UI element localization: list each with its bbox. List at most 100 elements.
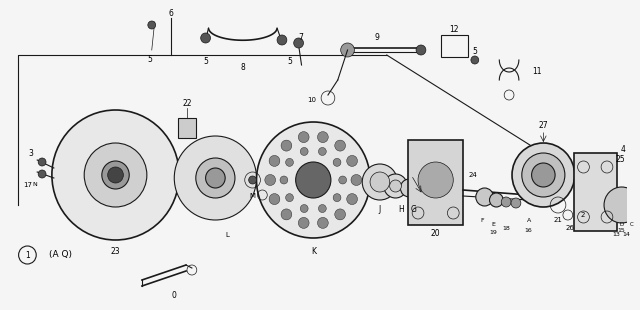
Circle shape <box>257 122 370 238</box>
Text: 1: 1 <box>25 250 30 259</box>
Bar <box>408 140 463 225</box>
Text: 18: 18 <box>502 225 510 231</box>
Circle shape <box>298 217 309 228</box>
Circle shape <box>102 161 129 189</box>
Circle shape <box>384 174 407 198</box>
Circle shape <box>38 170 46 178</box>
Circle shape <box>269 155 280 166</box>
Text: 8: 8 <box>241 64 245 73</box>
Circle shape <box>522 153 565 197</box>
Circle shape <box>317 217 328 228</box>
Circle shape <box>296 162 331 198</box>
Circle shape <box>347 155 358 166</box>
Circle shape <box>340 43 355 57</box>
Circle shape <box>300 205 308 213</box>
Circle shape <box>174 136 257 220</box>
Circle shape <box>277 35 287 45</box>
Text: C: C <box>630 223 634 228</box>
Circle shape <box>84 143 147 207</box>
Text: 19: 19 <box>490 229 497 234</box>
Text: 12: 12 <box>449 25 459 34</box>
Text: 23: 23 <box>111 247 120 256</box>
Circle shape <box>416 45 426 55</box>
Circle shape <box>269 193 280 205</box>
Circle shape <box>362 164 397 200</box>
Circle shape <box>317 132 328 143</box>
Text: (A Q): (A Q) <box>49 250 72 259</box>
Text: H: H <box>399 206 404 215</box>
Text: 25: 25 <box>616 156 625 165</box>
Circle shape <box>205 168 225 188</box>
Circle shape <box>333 158 341 166</box>
Text: 15: 15 <box>618 228 625 232</box>
Text: 9: 9 <box>374 33 380 42</box>
Circle shape <box>148 21 156 29</box>
Circle shape <box>265 175 276 185</box>
Text: 17: 17 <box>23 182 32 188</box>
Circle shape <box>335 209 346 220</box>
Circle shape <box>347 193 358 205</box>
Text: L: L <box>225 232 229 238</box>
Circle shape <box>298 132 309 143</box>
Text: K: K <box>311 247 316 256</box>
Circle shape <box>300 148 308 156</box>
Text: F: F <box>481 218 484 223</box>
Text: 13: 13 <box>613 232 621 237</box>
Text: E: E <box>492 222 495 227</box>
Text: 0: 0 <box>172 290 177 299</box>
Circle shape <box>38 158 46 166</box>
Circle shape <box>351 175 362 185</box>
Text: 6: 6 <box>169 8 174 17</box>
Circle shape <box>52 110 179 240</box>
Text: J: J <box>379 206 381 215</box>
Circle shape <box>339 176 347 184</box>
Circle shape <box>532 163 555 187</box>
Circle shape <box>418 162 453 198</box>
Circle shape <box>285 194 293 202</box>
Text: 5: 5 <box>203 57 208 67</box>
Circle shape <box>512 143 575 207</box>
Circle shape <box>370 172 390 192</box>
Text: 4: 4 <box>620 145 625 154</box>
Text: 5: 5 <box>472 47 477 56</box>
Circle shape <box>294 38 303 48</box>
Circle shape <box>390 180 401 192</box>
Text: 22: 22 <box>182 100 192 108</box>
Circle shape <box>285 158 293 166</box>
Text: G: G <box>410 206 416 215</box>
Circle shape <box>281 209 292 220</box>
Circle shape <box>401 179 418 197</box>
Circle shape <box>319 148 326 156</box>
Circle shape <box>471 56 479 64</box>
Circle shape <box>335 140 346 151</box>
Bar <box>573 153 617 231</box>
Text: A: A <box>527 218 531 223</box>
Circle shape <box>108 167 124 183</box>
Text: N: N <box>33 183 38 188</box>
Circle shape <box>249 176 257 184</box>
Circle shape <box>201 33 211 43</box>
Text: 16: 16 <box>525 228 532 232</box>
Bar <box>178 118 196 138</box>
Circle shape <box>280 176 288 184</box>
Circle shape <box>281 140 292 151</box>
Bar <box>440 35 468 57</box>
Text: D: D <box>620 223 624 228</box>
Text: 20: 20 <box>431 228 440 237</box>
Text: 26: 26 <box>565 225 574 231</box>
Circle shape <box>333 194 341 202</box>
Text: 24: 24 <box>468 172 477 178</box>
Circle shape <box>501 197 511 207</box>
Text: 14: 14 <box>623 232 630 237</box>
Text: M: M <box>250 193 255 199</box>
Text: 5: 5 <box>287 57 292 67</box>
Circle shape <box>604 187 639 223</box>
Text: 21: 21 <box>554 217 563 223</box>
Text: 27: 27 <box>538 122 548 131</box>
Text: 11: 11 <box>532 68 541 77</box>
Text: 5: 5 <box>147 55 152 64</box>
Text: 2: 2 <box>580 212 585 218</box>
Text: 10: 10 <box>307 97 316 103</box>
Text: 3: 3 <box>29 148 34 157</box>
Circle shape <box>476 188 493 206</box>
